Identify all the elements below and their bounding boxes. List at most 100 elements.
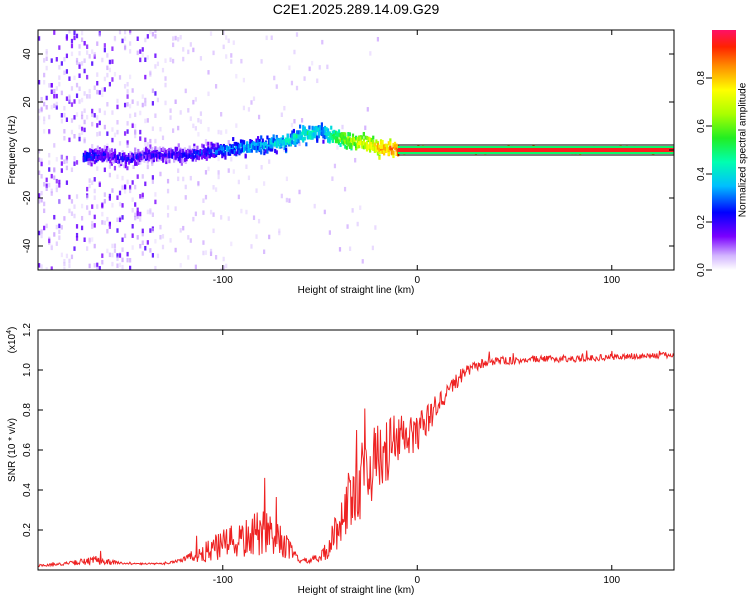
track-cell bbox=[196, 155, 199, 160]
track-cell bbox=[322, 134, 325, 139]
snr-multiplier-exp: 4 bbox=[6, 330, 13, 334]
track-cell bbox=[208, 154, 211, 159]
track-core bbox=[397, 148, 674, 152]
noise-cell bbox=[123, 189, 127, 194]
track-cell bbox=[172, 155, 176, 160]
noise-cell bbox=[149, 248, 152, 253]
noise-cell bbox=[55, 105, 58, 110]
noise-cell bbox=[189, 42, 192, 47]
noise-cell bbox=[55, 93, 58, 99]
noise-cell bbox=[212, 228, 215, 234]
noise-cell bbox=[80, 37, 84, 43]
noise-cell bbox=[70, 254, 74, 260]
noise-cell bbox=[53, 93, 56, 99]
y-tick-label: 0.6 bbox=[22, 443, 33, 457]
noise-cell bbox=[348, 246, 352, 251]
track-cell bbox=[255, 141, 258, 146]
track-cell bbox=[118, 159, 121, 164]
noise-cell bbox=[40, 229, 43, 234]
track-cell bbox=[207, 154, 210, 159]
noise-cell bbox=[48, 167, 51, 172]
track-cell bbox=[375, 148, 378, 153]
noise-cell bbox=[86, 50, 89, 55]
spectrogram-panel: -100 0 100 -40 -20 0 20 40 Height of straight … bbox=[7, 29, 675, 296]
noise-cell bbox=[146, 164, 149, 170]
noise-cell bbox=[63, 57, 66, 62]
track-cell bbox=[370, 145, 373, 150]
noise-cell bbox=[75, 82, 79, 88]
noise-cell bbox=[123, 102, 127, 108]
track-cell bbox=[146, 148, 149, 153]
noise-cell bbox=[220, 112, 223, 117]
noise-cell bbox=[63, 112, 66, 118]
noise-cell bbox=[134, 202, 137, 207]
track-cell bbox=[292, 128, 295, 133]
noise-cell bbox=[154, 239, 157, 244]
noise-cell bbox=[331, 176, 334, 181]
noise-cell bbox=[73, 156, 76, 161]
colorbar-tick-label: 0.0 bbox=[696, 263, 707, 277]
track-cell bbox=[271, 147, 274, 152]
track-cell bbox=[188, 149, 191, 154]
track-cell bbox=[182, 159, 185, 164]
noise-cell bbox=[202, 250, 205, 256]
track-cell bbox=[269, 144, 272, 149]
track-cell bbox=[180, 154, 183, 159]
track-cell bbox=[295, 138, 299, 143]
track-cell bbox=[96, 154, 99, 159]
track-cell bbox=[82, 156, 85, 161]
noise-cell bbox=[113, 71, 117, 77]
track-cell bbox=[93, 148, 96, 153]
track-cell bbox=[294, 133, 297, 138]
track-cell bbox=[291, 134, 294, 139]
track-cell bbox=[372, 142, 375, 147]
track-cell bbox=[328, 131, 331, 136]
track-cell bbox=[244, 154, 247, 159]
track-cell bbox=[295, 134, 299, 139]
noise-cell bbox=[129, 49, 132, 54]
y-tick-label: 40 bbox=[22, 48, 33, 60]
track-cell bbox=[330, 125, 333, 130]
track-cell bbox=[275, 150, 278, 155]
track-cell bbox=[387, 151, 390, 156]
track-cell bbox=[129, 151, 132, 156]
track-cell bbox=[337, 132, 341, 137]
track-cell bbox=[84, 156, 87, 161]
noise-cell bbox=[123, 131, 127, 136]
noise-cell bbox=[154, 113, 157, 118]
track-cell bbox=[155, 149, 159, 154]
track-cell bbox=[364, 135, 367, 140]
noise-cell bbox=[111, 188, 114, 193]
track-cell bbox=[347, 138, 350, 143]
noise-cell bbox=[111, 203, 114, 208]
noise-cell bbox=[126, 140, 129, 145]
track-cell bbox=[316, 135, 319, 140]
track-cell bbox=[269, 139, 272, 144]
track-cell bbox=[160, 153, 163, 158]
track-cell bbox=[210, 146, 213, 151]
track-cell bbox=[345, 137, 348, 142]
track-cell bbox=[285, 143, 288, 148]
track-cell bbox=[224, 153, 227, 158]
track-cell bbox=[341, 136, 344, 141]
noise-cell bbox=[235, 123, 238, 128]
noise-cell bbox=[257, 218, 261, 224]
noise-cell bbox=[222, 30, 225, 36]
track-cell bbox=[113, 158, 117, 163]
track-cell bbox=[365, 140, 369, 145]
noise-cell bbox=[346, 224, 349, 229]
noise-cell bbox=[98, 108, 101, 113]
track-cell bbox=[216, 149, 219, 154]
noise-cell bbox=[209, 248, 213, 254]
track-cell bbox=[344, 144, 347, 149]
noise-cell bbox=[217, 156, 220, 162]
noise-cell bbox=[93, 85, 96, 90]
noise-cell bbox=[50, 82, 53, 88]
noise-cell bbox=[166, 205, 170, 210]
track-cell bbox=[364, 144, 367, 149]
noise-cell bbox=[207, 70, 210, 75]
noise-cell bbox=[298, 141, 301, 147]
track-cell bbox=[214, 150, 218, 155]
track-cell bbox=[190, 151, 193, 156]
track-cell bbox=[331, 136, 334, 141]
